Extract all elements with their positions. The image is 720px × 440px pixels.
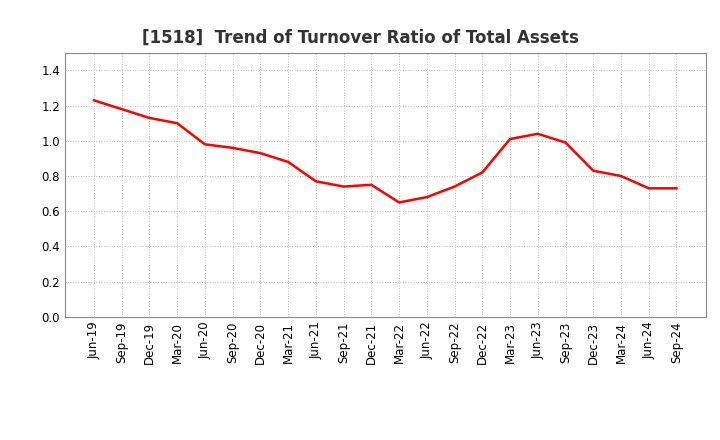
Text: [1518]  Trend of Turnover Ratio of Total Assets: [1518] Trend of Turnover Ratio of Total … [142,29,578,47]
